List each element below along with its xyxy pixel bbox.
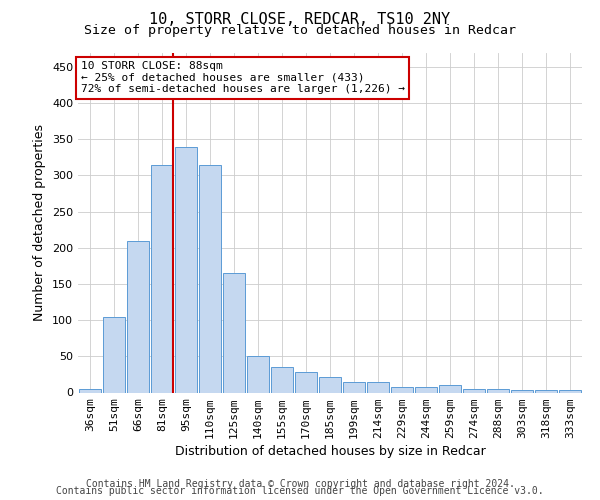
Bar xyxy=(463,389,485,392)
Bar xyxy=(343,382,365,392)
Text: 10, STORR CLOSE, REDCAR, TS10 2NY: 10, STORR CLOSE, REDCAR, TS10 2NY xyxy=(149,12,451,28)
Bar xyxy=(247,356,269,392)
Text: Contains public sector information licensed under the Open Government Licence v3: Contains public sector information licen… xyxy=(56,486,544,496)
Bar xyxy=(391,386,413,392)
Text: 10 STORR CLOSE: 88sqm
← 25% of detached houses are smaller (433)
72% of semi-det: 10 STORR CLOSE: 88sqm ← 25% of detached … xyxy=(80,61,404,94)
Bar xyxy=(103,316,125,392)
Bar xyxy=(151,164,173,392)
Bar xyxy=(271,367,293,392)
Bar xyxy=(439,386,461,392)
X-axis label: Distribution of detached houses by size in Redcar: Distribution of detached houses by size … xyxy=(175,445,485,458)
Bar xyxy=(415,386,437,392)
Text: Size of property relative to detached houses in Redcar: Size of property relative to detached ho… xyxy=(84,24,516,37)
Bar xyxy=(319,376,341,392)
Bar xyxy=(175,146,197,392)
Bar xyxy=(127,240,149,392)
Bar xyxy=(511,390,533,392)
Bar xyxy=(535,390,557,392)
Bar xyxy=(367,382,389,392)
Bar xyxy=(79,389,101,392)
Bar xyxy=(199,164,221,392)
Text: Contains HM Land Registry data © Crown copyright and database right 2024.: Contains HM Land Registry data © Crown c… xyxy=(86,479,514,489)
Y-axis label: Number of detached properties: Number of detached properties xyxy=(34,124,46,321)
Bar xyxy=(295,372,317,392)
Bar xyxy=(223,273,245,392)
Bar xyxy=(559,390,581,392)
Bar xyxy=(487,389,509,392)
